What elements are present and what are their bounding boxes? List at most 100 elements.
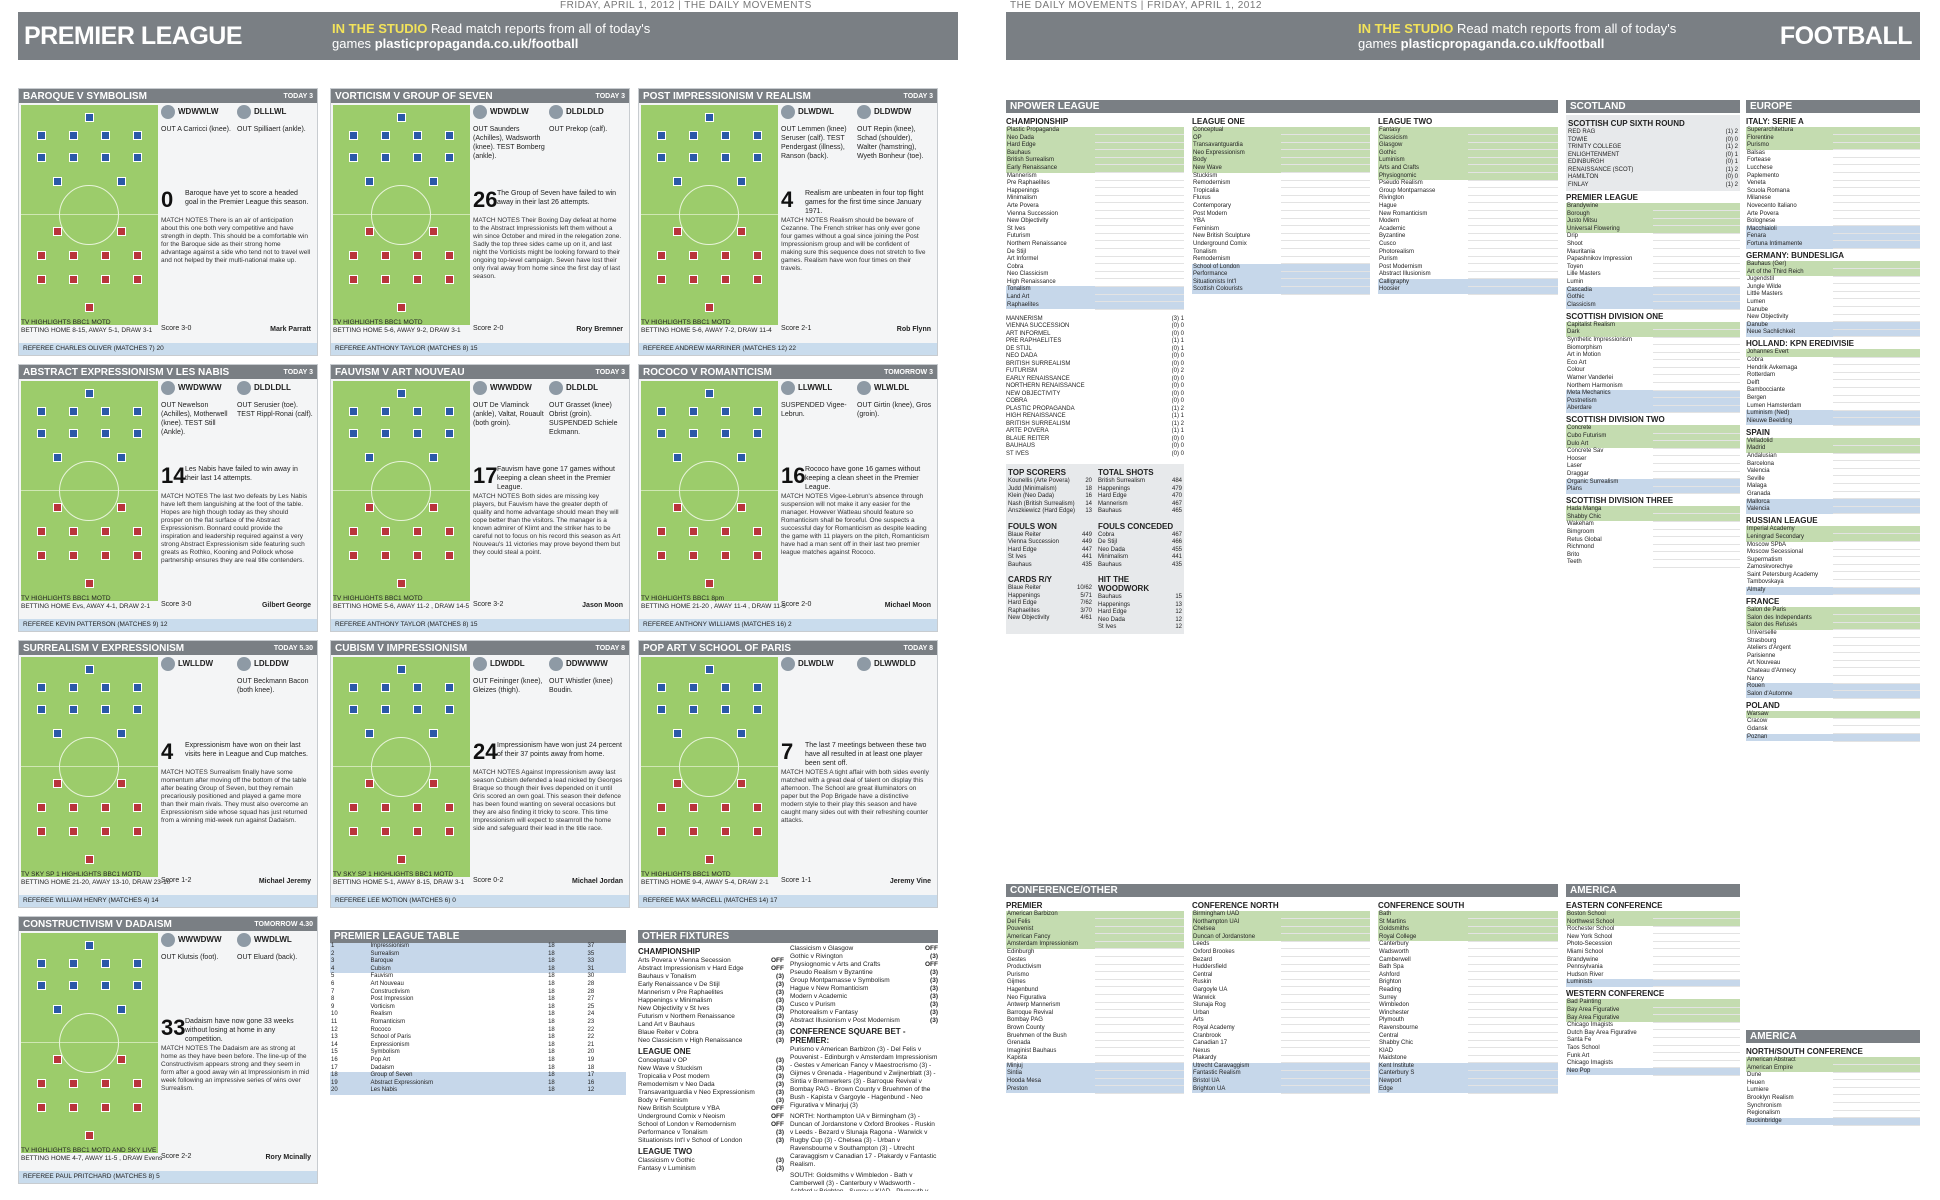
stat-value: (0) 0 xyxy=(1725,136,1738,143)
table-cell: 21 xyxy=(587,1041,595,1048)
away-form: DLLLWL OUT Spilliaert (ankle). xyxy=(237,105,313,134)
fixture-teams: Land Art v Bauhaus xyxy=(638,1021,695,1028)
table-row: Universal Flowering xyxy=(1566,225,1740,234)
pitch-diagram xyxy=(333,381,470,601)
table-stats xyxy=(1095,180,1184,189)
table-stats xyxy=(1653,321,1740,330)
table-row: Taos School xyxy=(1566,1045,1740,1054)
formation-row xyxy=(337,303,466,312)
table-stats xyxy=(1833,395,1920,404)
table-cell: 23 xyxy=(587,1018,595,1025)
team-name: Byzantine xyxy=(1379,233,1406,240)
table-row: Fantastic Realism xyxy=(1192,1070,1370,1079)
match-card[interactable]: SURREALISM V EXPRESSIONISM TODAY 5.30 LWLL… xyxy=(18,640,318,908)
table-stats xyxy=(1653,433,1740,442)
table-cell: 18 xyxy=(547,1072,587,1080)
team-name: Dark xyxy=(1566,329,1653,337)
table-row: Concrete Sav xyxy=(1566,448,1740,457)
fixture-status: (3) xyxy=(930,1017,938,1024)
table-stats xyxy=(1833,483,1920,492)
table-row: Surrey xyxy=(1378,994,1558,1003)
predicted-score: Score 1-1 xyxy=(781,877,812,884)
table-cell: 25 xyxy=(587,1003,595,1010)
table-row: Granada xyxy=(1746,491,1920,500)
table-row: Birmingham UAD xyxy=(1192,911,1370,920)
table-stats xyxy=(1468,1032,1558,1041)
match-card[interactable]: VORTICISM V GROUP OF SEVEN TODAY 3 WDWDLW O… xyxy=(330,88,630,356)
table-stats xyxy=(1095,971,1184,980)
table-cell: 9 xyxy=(331,1003,335,1010)
player-marker xyxy=(36,407,46,416)
conference-south-table: Bath St Martins Goldsmiths Royal College Can… xyxy=(1378,911,1558,1094)
table-stats xyxy=(1281,971,1370,980)
table-cell: 18 xyxy=(548,1056,555,1063)
stat-label: St Ives xyxy=(1098,624,1117,631)
formation-row xyxy=(337,153,466,162)
player-marker xyxy=(101,1103,111,1112)
player-marker xyxy=(445,827,455,836)
team-name: Bolognese xyxy=(1747,218,1776,225)
match-card[interactable]: ROCOCO V ROMANTICISM TOMORROW 3 LLWWLL SUSP… xyxy=(638,364,938,632)
formation-row xyxy=(25,665,154,674)
championship-table: Plastic Propaganda Neo Dada Hard Edge Bauha… xyxy=(1006,127,1184,310)
match-card[interactable]: BAROQUE V SYMBOLISM TODAY 3 WDWWLW OUT A Ca… xyxy=(18,88,318,356)
team-name: Paplemento xyxy=(1747,172,1780,179)
team-name: Valencia xyxy=(1746,506,1833,514)
team-name: St Martins xyxy=(1378,918,1468,927)
match-card[interactable]: POP ART V SCHOOL OF PARIS TODAY 8 DLWDLW DL… xyxy=(638,640,938,908)
table-row: Richmond xyxy=(1566,544,1740,553)
table-row: Gdansk xyxy=(1746,725,1920,735)
team-name: Rouen xyxy=(1746,683,1833,691)
stat-value: 20 xyxy=(1085,478,1092,485)
player-marker xyxy=(737,177,747,186)
player-marker xyxy=(753,551,763,560)
team-name: Danube xyxy=(1747,306,1769,313)
table-row: Neo Dada xyxy=(1006,134,1184,143)
table-row: Jugendstil xyxy=(1746,276,1920,285)
table-row: Lumiere xyxy=(1746,1087,1920,1096)
table-cell: Expressionism xyxy=(370,1041,410,1048)
studio-link[interactable]: plasticpropaganda.co.uk/football xyxy=(374,36,579,51)
table-row: Hague xyxy=(1378,202,1558,212)
stat-row: EDINBURGH (0) 1 xyxy=(1568,159,1738,167)
player-marker xyxy=(36,551,46,560)
team-name: Tambovskaya xyxy=(1747,579,1784,586)
match-title: POP ART V SCHOOL OF PARIS TODAY 8 xyxy=(639,641,937,655)
fixture-row: Arts Povera v Vienna Secession OFF xyxy=(638,957,784,965)
table-cell: 19 xyxy=(330,1079,370,1088)
table-stats xyxy=(1653,1052,1740,1061)
table-stats xyxy=(1281,1002,1370,1011)
team-name: Jungle Wilde xyxy=(1747,283,1782,290)
formation-row xyxy=(645,827,774,836)
player-marker xyxy=(68,1079,78,1088)
match-card[interactable]: CONSTRUCTIVISM V DADAISM TOMORROW 4.30 WWW… xyxy=(18,916,318,1184)
team-name: Kent Institute xyxy=(1378,1062,1468,1071)
studio-link-right[interactable]: plasticpropaganda.co.uk/football xyxy=(1400,36,1605,51)
formation-row xyxy=(645,551,774,560)
match-card[interactable]: FAUVISM V ART NOUVEAU TODAY 3 WWWDDW OUT De… xyxy=(330,364,630,632)
player-marker xyxy=(705,303,714,312)
player-marker xyxy=(413,527,423,536)
table-row: Tonalism xyxy=(1006,286,1184,295)
player-marker xyxy=(721,827,731,836)
stat-value: 467 xyxy=(1171,500,1182,507)
table-row: Photorealism xyxy=(1378,248,1558,257)
table-stats xyxy=(1095,233,1184,242)
match-card[interactable]: ABSTRACT EXPRESSIONISM V LES NABIS TODAY … xyxy=(18,364,318,632)
team-name: Bombay PAG xyxy=(1007,1017,1043,1024)
conference-north-table: Birmingham UAD Northampton UAI Chelsea Dunc… xyxy=(1192,911,1370,1094)
away-badge-icon xyxy=(549,657,563,671)
stat-label: ARTE POVERA xyxy=(1006,428,1049,435)
formation-row xyxy=(25,275,154,284)
table-cell: Les Nabis xyxy=(369,1087,548,1095)
player-marker xyxy=(101,527,111,536)
team-name: Slunaja Rog xyxy=(1193,1002,1226,1009)
table-cell: 24 xyxy=(587,1011,595,1018)
match-card[interactable]: POST IMPRESSIONISM V REALISM TODAY 3 DLWDW… xyxy=(638,88,938,356)
match-card[interactable]: CUBISM V IMPRESSIONISM TODAY 8 LDWDDL OUT F… xyxy=(330,640,630,908)
team-name: Cusco xyxy=(1379,240,1397,247)
scottish-prem-title: PREMIER LEAGUE xyxy=(1566,193,1639,202)
table-stats xyxy=(1833,614,1920,623)
table-stats xyxy=(1653,337,1740,346)
byline: Gilbert George xyxy=(261,602,311,609)
